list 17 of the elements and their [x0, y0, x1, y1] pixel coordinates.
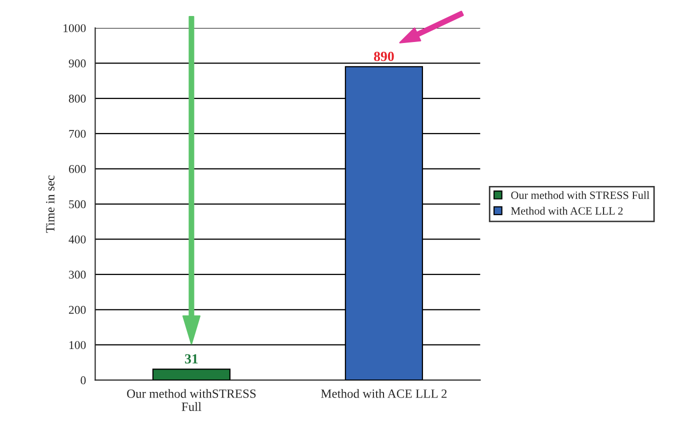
- data-label: 31: [185, 354, 198, 364]
- y-axis-title: Time in sec: [46, 175, 54, 233]
- y-tick-label: 300: [69, 270, 86, 279]
- y-tick-label: 400: [68, 235, 86, 244]
- y-tick-label: 900: [68, 59, 86, 68]
- x-tick-label: Our method withSTRESS Full: [127, 389, 256, 411]
- data-label: 890: [374, 52, 394, 62]
- legend-label: Method with ACE LLL 2: [511, 206, 623, 215]
- y-tick-label: 600: [68, 165, 86, 174]
- y-tick-label: 100: [70, 341, 86, 350]
- legend-label: Our method with STRESS Full: [511, 191, 650, 199]
- y-tick-label: 1000: [64, 24, 86, 32]
- y-tick-label: 200: [68, 306, 86, 314]
- y-tick-label: 700: [69, 130, 86, 138]
- y-tick-label: 0: [80, 376, 86, 384]
- y-tick-label: 500: [69, 200, 86, 208]
- y-tick-label: 800: [68, 94, 86, 103]
